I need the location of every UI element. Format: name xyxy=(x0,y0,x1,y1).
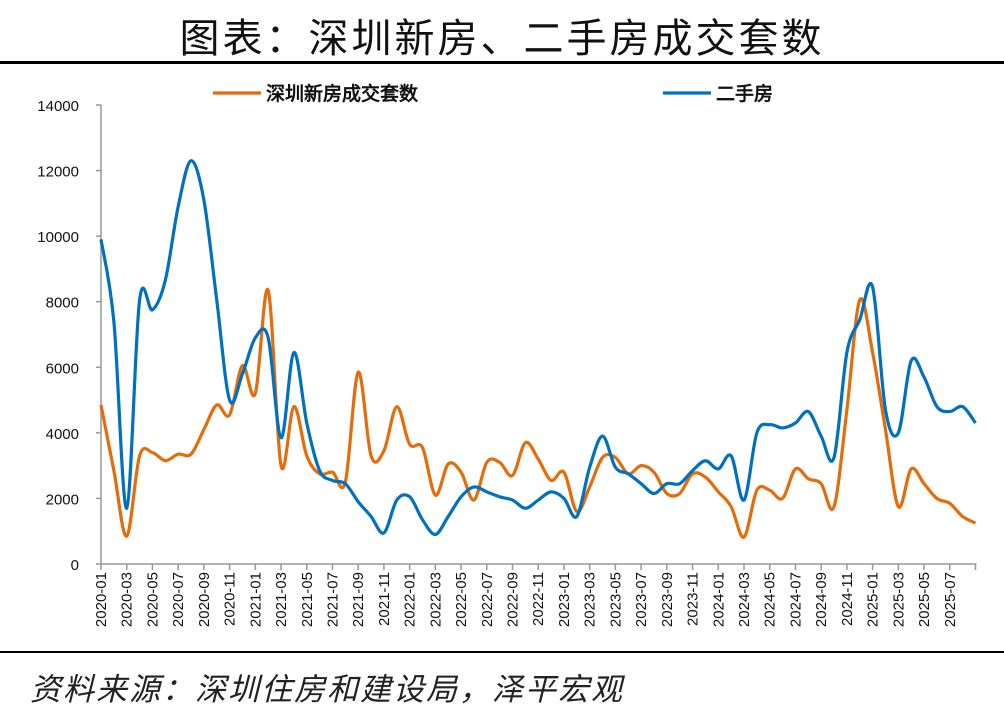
x-tick-label: 2021-11 xyxy=(376,572,393,626)
x-tick-label: 2020-09 xyxy=(196,572,213,627)
x-tick-label: 2022-11 xyxy=(530,572,547,626)
chart-title: 图表：深圳新房、二手房成交套数 xyxy=(179,16,825,62)
x-tick-label: 2023-07 xyxy=(633,572,650,627)
y-tick-label: 4000 xyxy=(46,426,79,443)
x-tick-label: 2022-01 xyxy=(402,572,419,627)
series-line-new-homes xyxy=(99,287,977,539)
x-tick-label: 2022-03 xyxy=(427,572,444,627)
x-tick-label: 2024-07 xyxy=(787,572,804,627)
y-tick-label: 10000 xyxy=(37,229,79,246)
y-tick-label: 8000 xyxy=(46,295,79,312)
x-tick-label: 2023-03 xyxy=(582,572,599,627)
x-tick-label: 2022-09 xyxy=(505,572,522,627)
y-tick-label: 2000 xyxy=(46,491,79,508)
y-tick-label: 12000 xyxy=(37,164,79,181)
y-tick-label: 6000 xyxy=(46,360,79,377)
x-tick-label: 2022-07 xyxy=(479,572,496,627)
y-tick-label: 14000 xyxy=(37,98,79,115)
x-tick-label: 2020-05 xyxy=(144,572,161,627)
x-tick-label: 2023-09 xyxy=(659,572,676,627)
source-note: 资料来源：深圳住房和建设局，泽平宏观 xyxy=(30,672,624,708)
x-tick-label: 2021-09 xyxy=(350,572,367,627)
x-tick-label: 2021-03 xyxy=(273,572,290,627)
x-tick-label: 2021-01 xyxy=(247,572,264,627)
top-divider xyxy=(0,61,1004,64)
x-tick-label: 2023-05 xyxy=(607,572,624,627)
x-tick-label: 2025-03 xyxy=(890,572,907,627)
x-tick-label: 2020-01 xyxy=(93,572,110,627)
x-tick-label: 2021-07 xyxy=(324,572,341,627)
x-tick-label: 2020-03 xyxy=(119,572,136,627)
x-tick-label: 2024-11 xyxy=(839,572,856,626)
x-tick-label: 2024-05 xyxy=(762,572,779,627)
x-tick-label: 2024-01 xyxy=(710,572,727,627)
legend-label: 深圳新房成交套数 xyxy=(266,82,419,105)
x-tick-label: 2022-05 xyxy=(453,572,470,627)
x-tick-label: 2023-11 xyxy=(685,572,702,626)
series-line-second-hand xyxy=(99,159,977,537)
x-tick-label: 2024-09 xyxy=(813,572,830,627)
y-tick-label: 0 xyxy=(71,557,79,574)
x-tick-label: 2025-01 xyxy=(865,572,882,627)
x-tick-label: 2025-07 xyxy=(942,572,959,627)
bottom-divider xyxy=(0,651,1004,653)
x-tick-label: 2021-05 xyxy=(299,572,316,627)
x-tick-label: 2020-07 xyxy=(170,572,187,627)
x-tick-label: 2024-03 xyxy=(736,572,753,627)
x-tick-label: 2025-05 xyxy=(916,572,933,627)
x-tick-label: 2023-01 xyxy=(556,572,573,627)
legend-label: 二手房 xyxy=(716,82,773,105)
x-tick-label: 2020-11 xyxy=(222,572,239,626)
